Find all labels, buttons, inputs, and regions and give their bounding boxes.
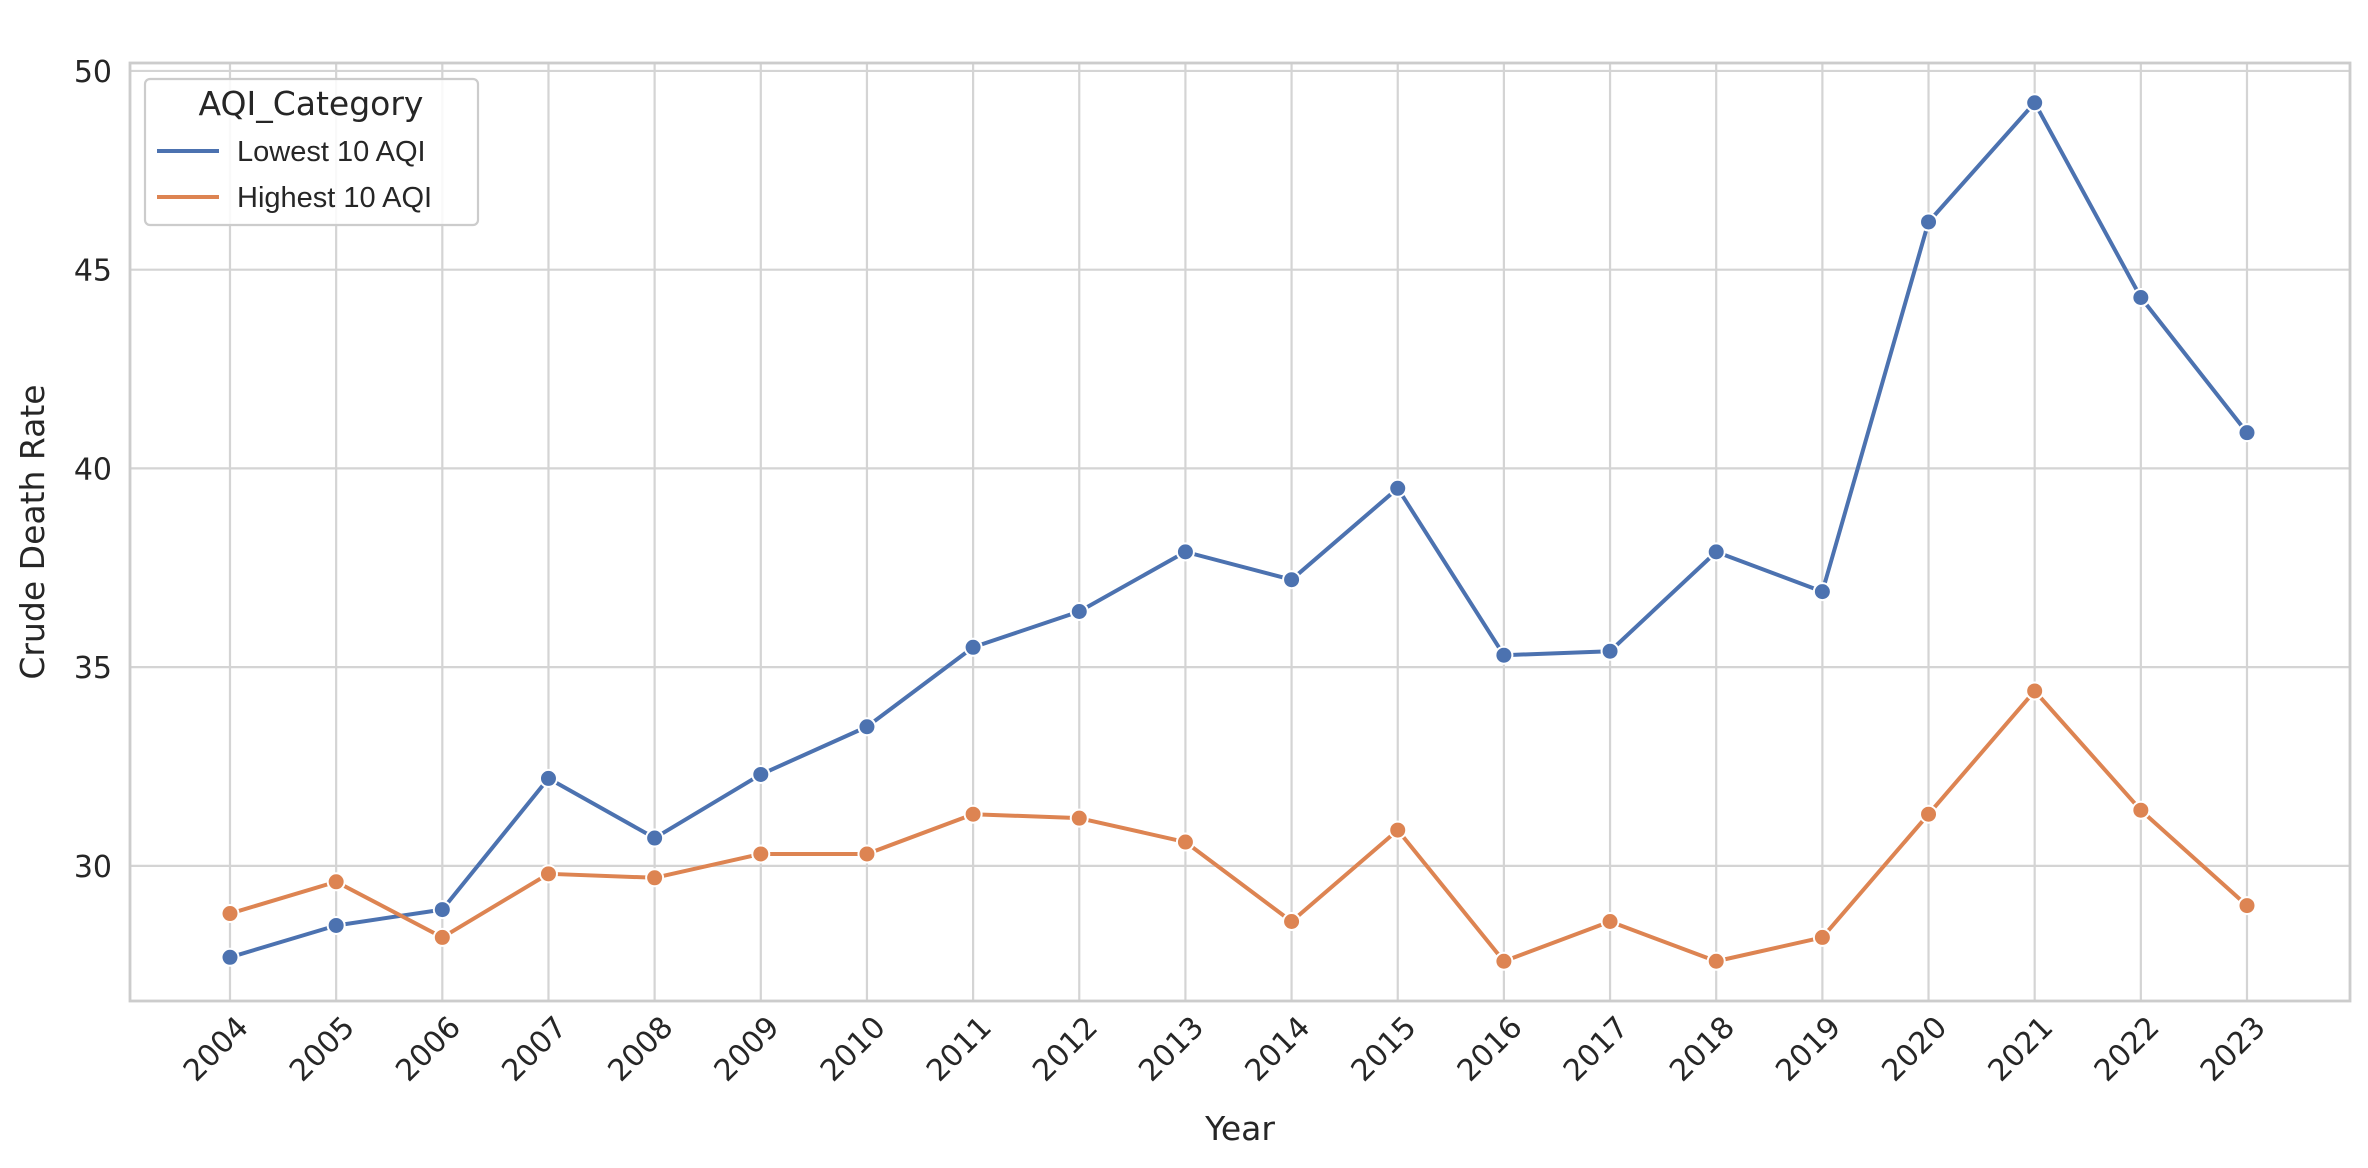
- x-tick-label: 2015: [1345, 1010, 1424, 1089]
- data-point: [1919, 212, 1939, 232]
- data-point: [2131, 288, 2151, 307]
- series-line: [228, 100, 2249, 960]
- data-point: [1812, 582, 1832, 602]
- data-point: [751, 844, 771, 864]
- x-tick-label: 2009: [708, 1010, 787, 1089]
- legend-entry: Highest 10 AQI: [157, 182, 432, 214]
- data-point: [857, 844, 877, 864]
- x-tick-label: 2008: [602, 1010, 681, 1089]
- plot-frame: [128, 61, 2352, 1003]
- x-tick-label: 2019: [1769, 1010, 1848, 1089]
- legend-box: [143, 77, 480, 227]
- y-tick-label: 45: [74, 254, 112, 289]
- data-point: [1282, 912, 1302, 932]
- data-point: [2237, 896, 2257, 916]
- data-point: [1282, 570, 1302, 590]
- data-point: [2237, 423, 2257, 443]
- y-tick-label: 40: [74, 452, 112, 487]
- x-axis-label: Year: [1204, 1109, 1275, 1148]
- data-point: [432, 900, 452, 920]
- legend: AQI_Category Lowest 10 AQI Highest 10 AQI: [143, 77, 480, 227]
- data-point: [1069, 808, 1089, 828]
- data-point: [1388, 478, 1408, 498]
- x-tick-label: 2012: [1026, 1010, 1105, 1089]
- data-point: [751, 764, 771, 784]
- data-point: [220, 904, 240, 924]
- x-tick-label: 2005: [283, 1010, 362, 1089]
- x-tick-label: 2020: [1875, 1010, 1954, 1089]
- x-tick-label: 2010: [814, 1010, 893, 1089]
- data-point: [1812, 927, 1832, 947]
- x-tick-label: 2014: [1238, 1010, 1317, 1089]
- data-point: [963, 637, 983, 657]
- x-tick-label: 2013: [1132, 1010, 1211, 1089]
- grid: [130, 63, 2350, 1001]
- series-2: [220, 681, 2257, 971]
- series-1: [220, 93, 2257, 967]
- x-tick-label: 2017: [1557, 1010, 1636, 1089]
- data-point: [645, 868, 665, 888]
- x-tick-label: 2021: [1982, 1010, 2061, 1089]
- x-tick-label: 2007: [495, 1010, 574, 1089]
- data-point: [1494, 951, 1514, 971]
- series-line: [228, 688, 2249, 964]
- data-point: [963, 804, 983, 824]
- series-layer: [220, 93, 2257, 971]
- data-point: [2025, 681, 2045, 701]
- y-tick-label: 50: [74, 55, 112, 90]
- legend-entry: Lowest 10 AQI: [157, 136, 426, 168]
- y-tick-label: 35: [74, 651, 112, 686]
- x-tick-label: 2006: [389, 1010, 468, 1089]
- x-tick-label: 2016: [1451, 1010, 1530, 1089]
- data-point: [1069, 601, 1089, 621]
- data-point: [538, 768, 558, 788]
- x-tick-label: 2023: [2194, 1010, 2273, 1089]
- x-tick-label: 2022: [2088, 1010, 2167, 1089]
- data-point: [2131, 800, 2151, 820]
- data-point: [1175, 542, 1195, 562]
- x-tick-label: 2004: [177, 1010, 256, 1089]
- legend-title: AQI_Category: [199, 84, 424, 123]
- data-point: [857, 717, 877, 737]
- legend-label: Highest 10 AQI: [237, 182, 432, 214]
- y-axis-label: Crude Death Rate: [13, 384, 52, 679]
- legend-label: Lowest 10 AQI: [237, 136, 426, 168]
- data-point: [1388, 820, 1408, 840]
- legend-entries: Lowest 10 AQI Highest 10 AQI: [157, 136, 432, 214]
- data-point: [645, 828, 665, 848]
- data-point: [1494, 645, 1514, 665]
- y-tick-label: 30: [74, 850, 112, 885]
- data-point: [1706, 542, 1726, 562]
- data-point: [1600, 641, 1620, 661]
- data-point: [1706, 951, 1726, 971]
- data-point: [1919, 804, 1939, 824]
- data-point: [326, 915, 346, 935]
- data-point: [432, 927, 452, 947]
- data-point: [2025, 93, 2045, 113]
- data-point: [220, 947, 240, 967]
- data-point: [326, 872, 346, 892]
- data-point: [1600, 912, 1620, 932]
- x-tick-label: 2018: [1663, 1010, 1742, 1089]
- data-point: [538, 864, 558, 884]
- data-point: [1175, 832, 1195, 852]
- x-tick-label: 2011: [920, 1010, 999, 1089]
